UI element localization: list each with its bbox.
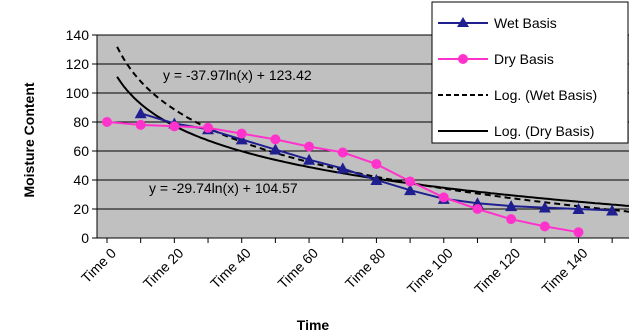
x-tick-label: Time 100 bbox=[404, 245, 456, 297]
legend-label-log-wet: Log. (Wet Basis) bbox=[494, 87, 597, 103]
data-point-wet bbox=[404, 184, 417, 196]
data-point-wet bbox=[505, 200, 518, 212]
y-tick-label: 80 bbox=[73, 114, 89, 130]
data-point-dry bbox=[304, 141, 315, 152]
data-point-wet bbox=[134, 107, 147, 119]
data-point-dry bbox=[102, 117, 112, 127]
y-tick-label: 60 bbox=[73, 143, 89, 159]
legend-label-wet: Wet Basis bbox=[494, 15, 557, 31]
legend-item-log-wet: Log. (Wet Basis) bbox=[438, 87, 597, 103]
equation-dry: y = -29.74ln(x) + 104.57 bbox=[149, 180, 298, 196]
y-tick-label: 100 bbox=[66, 85, 90, 101]
data-point-wet bbox=[303, 153, 316, 165]
data-point-dry bbox=[438, 192, 449, 203]
data-point-dry bbox=[539, 221, 550, 232]
y-tick-label: 0 bbox=[81, 230, 89, 246]
x-tick-label: Time 0 bbox=[78, 245, 119, 286]
data-point-wet bbox=[538, 201, 551, 213]
data-point-wet bbox=[370, 174, 383, 185]
data-point-wet bbox=[235, 133, 248, 145]
legend-marker-triangle bbox=[457, 17, 469, 27]
x-tick-label: Time 20 bbox=[140, 245, 187, 292]
axes bbox=[92, 34, 629, 243]
equation-wet: y = -37.97ln(x) + 123.42 bbox=[163, 67, 312, 83]
x-tick-label: Time 140 bbox=[538, 245, 590, 297]
data-point-dry bbox=[270, 134, 281, 145]
x-axis-title: Time bbox=[297, 317, 330, 333]
y-tick-labels: 0 20 40 60 80 100 120 140 bbox=[66, 27, 90, 246]
data-point-wet bbox=[572, 203, 585, 214]
data-point-dry bbox=[337, 147, 348, 158]
legend-item-dry: Dry Basis bbox=[438, 51, 554, 67]
x-tick-label: Time 80 bbox=[342, 245, 389, 292]
data-point-dry bbox=[506, 214, 517, 225]
y-tick-label: 20 bbox=[73, 201, 89, 217]
series-group bbox=[102, 107, 619, 238]
x-tick-labels: Time 0 Time 20 Time 40 Time 60 Time 80 Time 1… bbox=[78, 245, 591, 297]
data-point-dry bbox=[573, 227, 584, 238]
y-tick-label: 120 bbox=[66, 56, 90, 72]
data-point-dry bbox=[236, 128, 247, 139]
x-tick-label: Time 40 bbox=[207, 245, 254, 292]
data-point-dry bbox=[203, 122, 214, 133]
data-point-dry bbox=[169, 121, 180, 132]
data-point-wet bbox=[336, 162, 349, 174]
legend-label-dry: Dry Basis bbox=[494, 51, 554, 67]
data-point-dry bbox=[472, 204, 483, 214]
data-point-dry bbox=[405, 176, 416, 187]
x-tick-label: Time 60 bbox=[274, 245, 321, 292]
legend: Wet Basis Dry Basis Log. (Wet Basis) Log… bbox=[431, 1, 629, 144]
y-axis-title: Moisture Content bbox=[21, 82, 37, 197]
x-tick-label: Time 120 bbox=[471, 245, 523, 297]
data-point-wet bbox=[606, 204, 619, 216]
data-point-dry bbox=[135, 119, 146, 130]
legend-item-log-dry: Log. (Dry Basis) bbox=[438, 123, 594, 139]
legend-item-wet: Wet Basis bbox=[438, 15, 557, 31]
legend-label-log-dry: Log. (Dry Basis) bbox=[494, 123, 594, 139]
legend-marker-circle bbox=[458, 54, 468, 64]
y-tick-label: 40 bbox=[73, 172, 89, 188]
y-tick-label: 140 bbox=[66, 27, 90, 43]
data-point-dry bbox=[371, 159, 382, 170]
data-point-wet bbox=[269, 143, 282, 155]
